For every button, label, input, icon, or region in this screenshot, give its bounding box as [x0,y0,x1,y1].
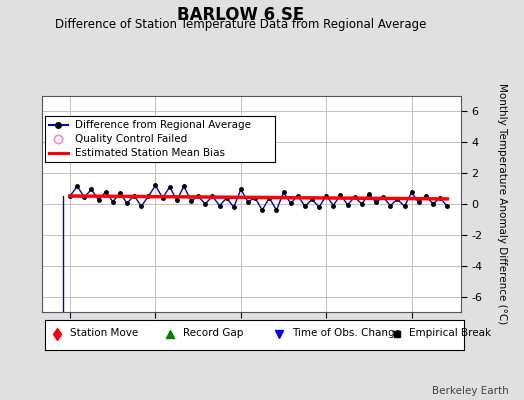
Text: Difference of Station Temperature Data from Regional Average: Difference of Station Temperature Data f… [56,18,427,31]
Text: Record Gap: Record Gap [183,328,243,338]
Text: Time of Obs. Change: Time of Obs. Change [292,328,401,338]
Y-axis label: Monthly Temperature Anomaly Difference (°C): Monthly Temperature Anomaly Difference (… [497,83,507,325]
Text: Empirical Break: Empirical Break [409,328,492,338]
Text: Difference from Regional Average: Difference from Regional Average [74,120,250,130]
Text: Estimated Station Mean Bias: Estimated Station Mean Bias [74,148,224,158]
Text: BARLOW 6 SE: BARLOW 6 SE [178,6,304,24]
Text: Quality Control Failed: Quality Control Failed [74,134,187,144]
Text: Berkeley Earth: Berkeley Earth [432,386,508,396]
Text: Station Move: Station Move [70,328,138,338]
